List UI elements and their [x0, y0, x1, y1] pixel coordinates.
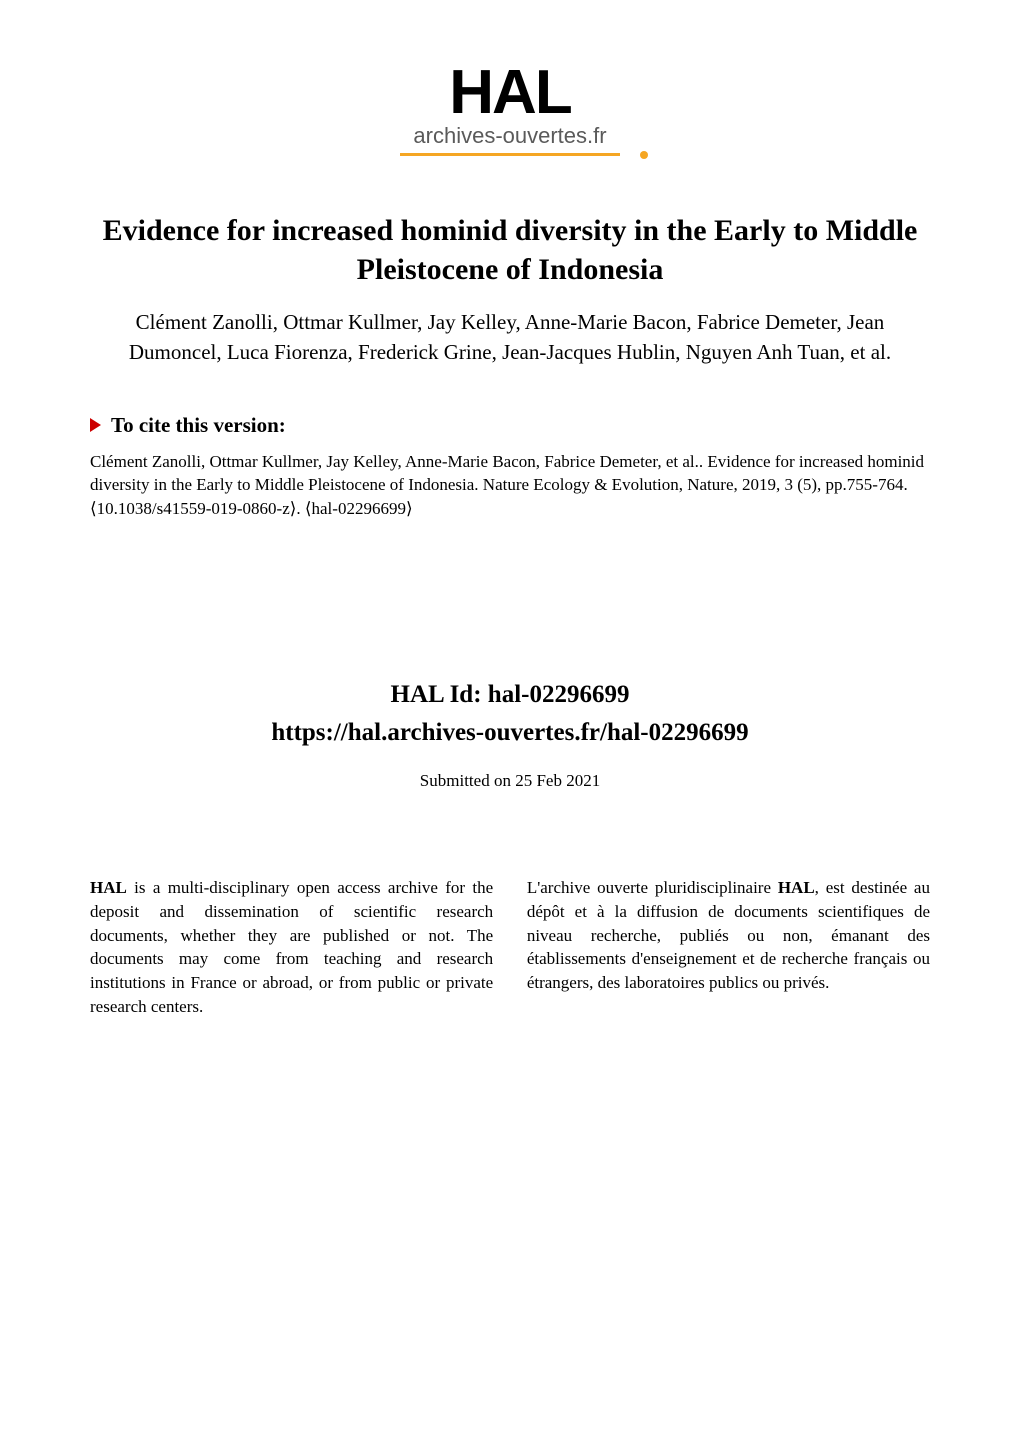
hal-logo: HAL archives-ouvertes.fr — [400, 65, 620, 156]
triangle-right-icon — [90, 418, 101, 432]
logo-sub-text: archives-ouvertes.fr — [413, 123, 606, 149]
hal-id: HAL Id: hal-02296699 — [0, 676, 1020, 714]
logo-container: HAL archives-ouvertes.fr — [0, 0, 1020, 156]
logo-underline — [400, 153, 620, 156]
footer-left-column: HAL is a multi-disciplinary open access … — [90, 876, 493, 1019]
cite-header-text: To cite this version: — [111, 413, 286, 438]
halid-section: HAL Id: hal-02296699 https://hal.archive… — [0, 676, 1020, 791]
hal-url: https://hal.archives-ouvertes.fr/hal-022… — [0, 714, 1020, 752]
footer-columns: HAL is a multi-disciplinary open access … — [0, 876, 1020, 1019]
footer-right-column: L'archive ouverte pluridisciplinaire HAL… — [527, 876, 930, 1019]
cite-section: To cite this version: Clément Zanolli, O… — [0, 413, 1020, 521]
logo-dot-icon — [640, 151, 648, 159]
cite-header: To cite this version: — [90, 413, 930, 438]
footer-right-text: L'archive ouverte pluridisciplinaire HAL… — [527, 878, 930, 992]
title-section: Evidence for increased hominid diversity… — [0, 211, 1020, 368]
logo-main-text: HAL — [449, 65, 570, 121]
footer-left-text: HAL is a multi-disciplinary open access … — [90, 878, 493, 1016]
paper-authors: Clément Zanolli, Ottmar Kullmer, Jay Kel… — [70, 307, 950, 368]
cite-body: Clément Zanolli, Ottmar Kullmer, Jay Kel… — [90, 450, 930, 521]
paper-title: Evidence for increased hominid diversity… — [70, 211, 950, 289]
submitted-date: Submitted on 25 Feb 2021 — [0, 771, 1020, 791]
